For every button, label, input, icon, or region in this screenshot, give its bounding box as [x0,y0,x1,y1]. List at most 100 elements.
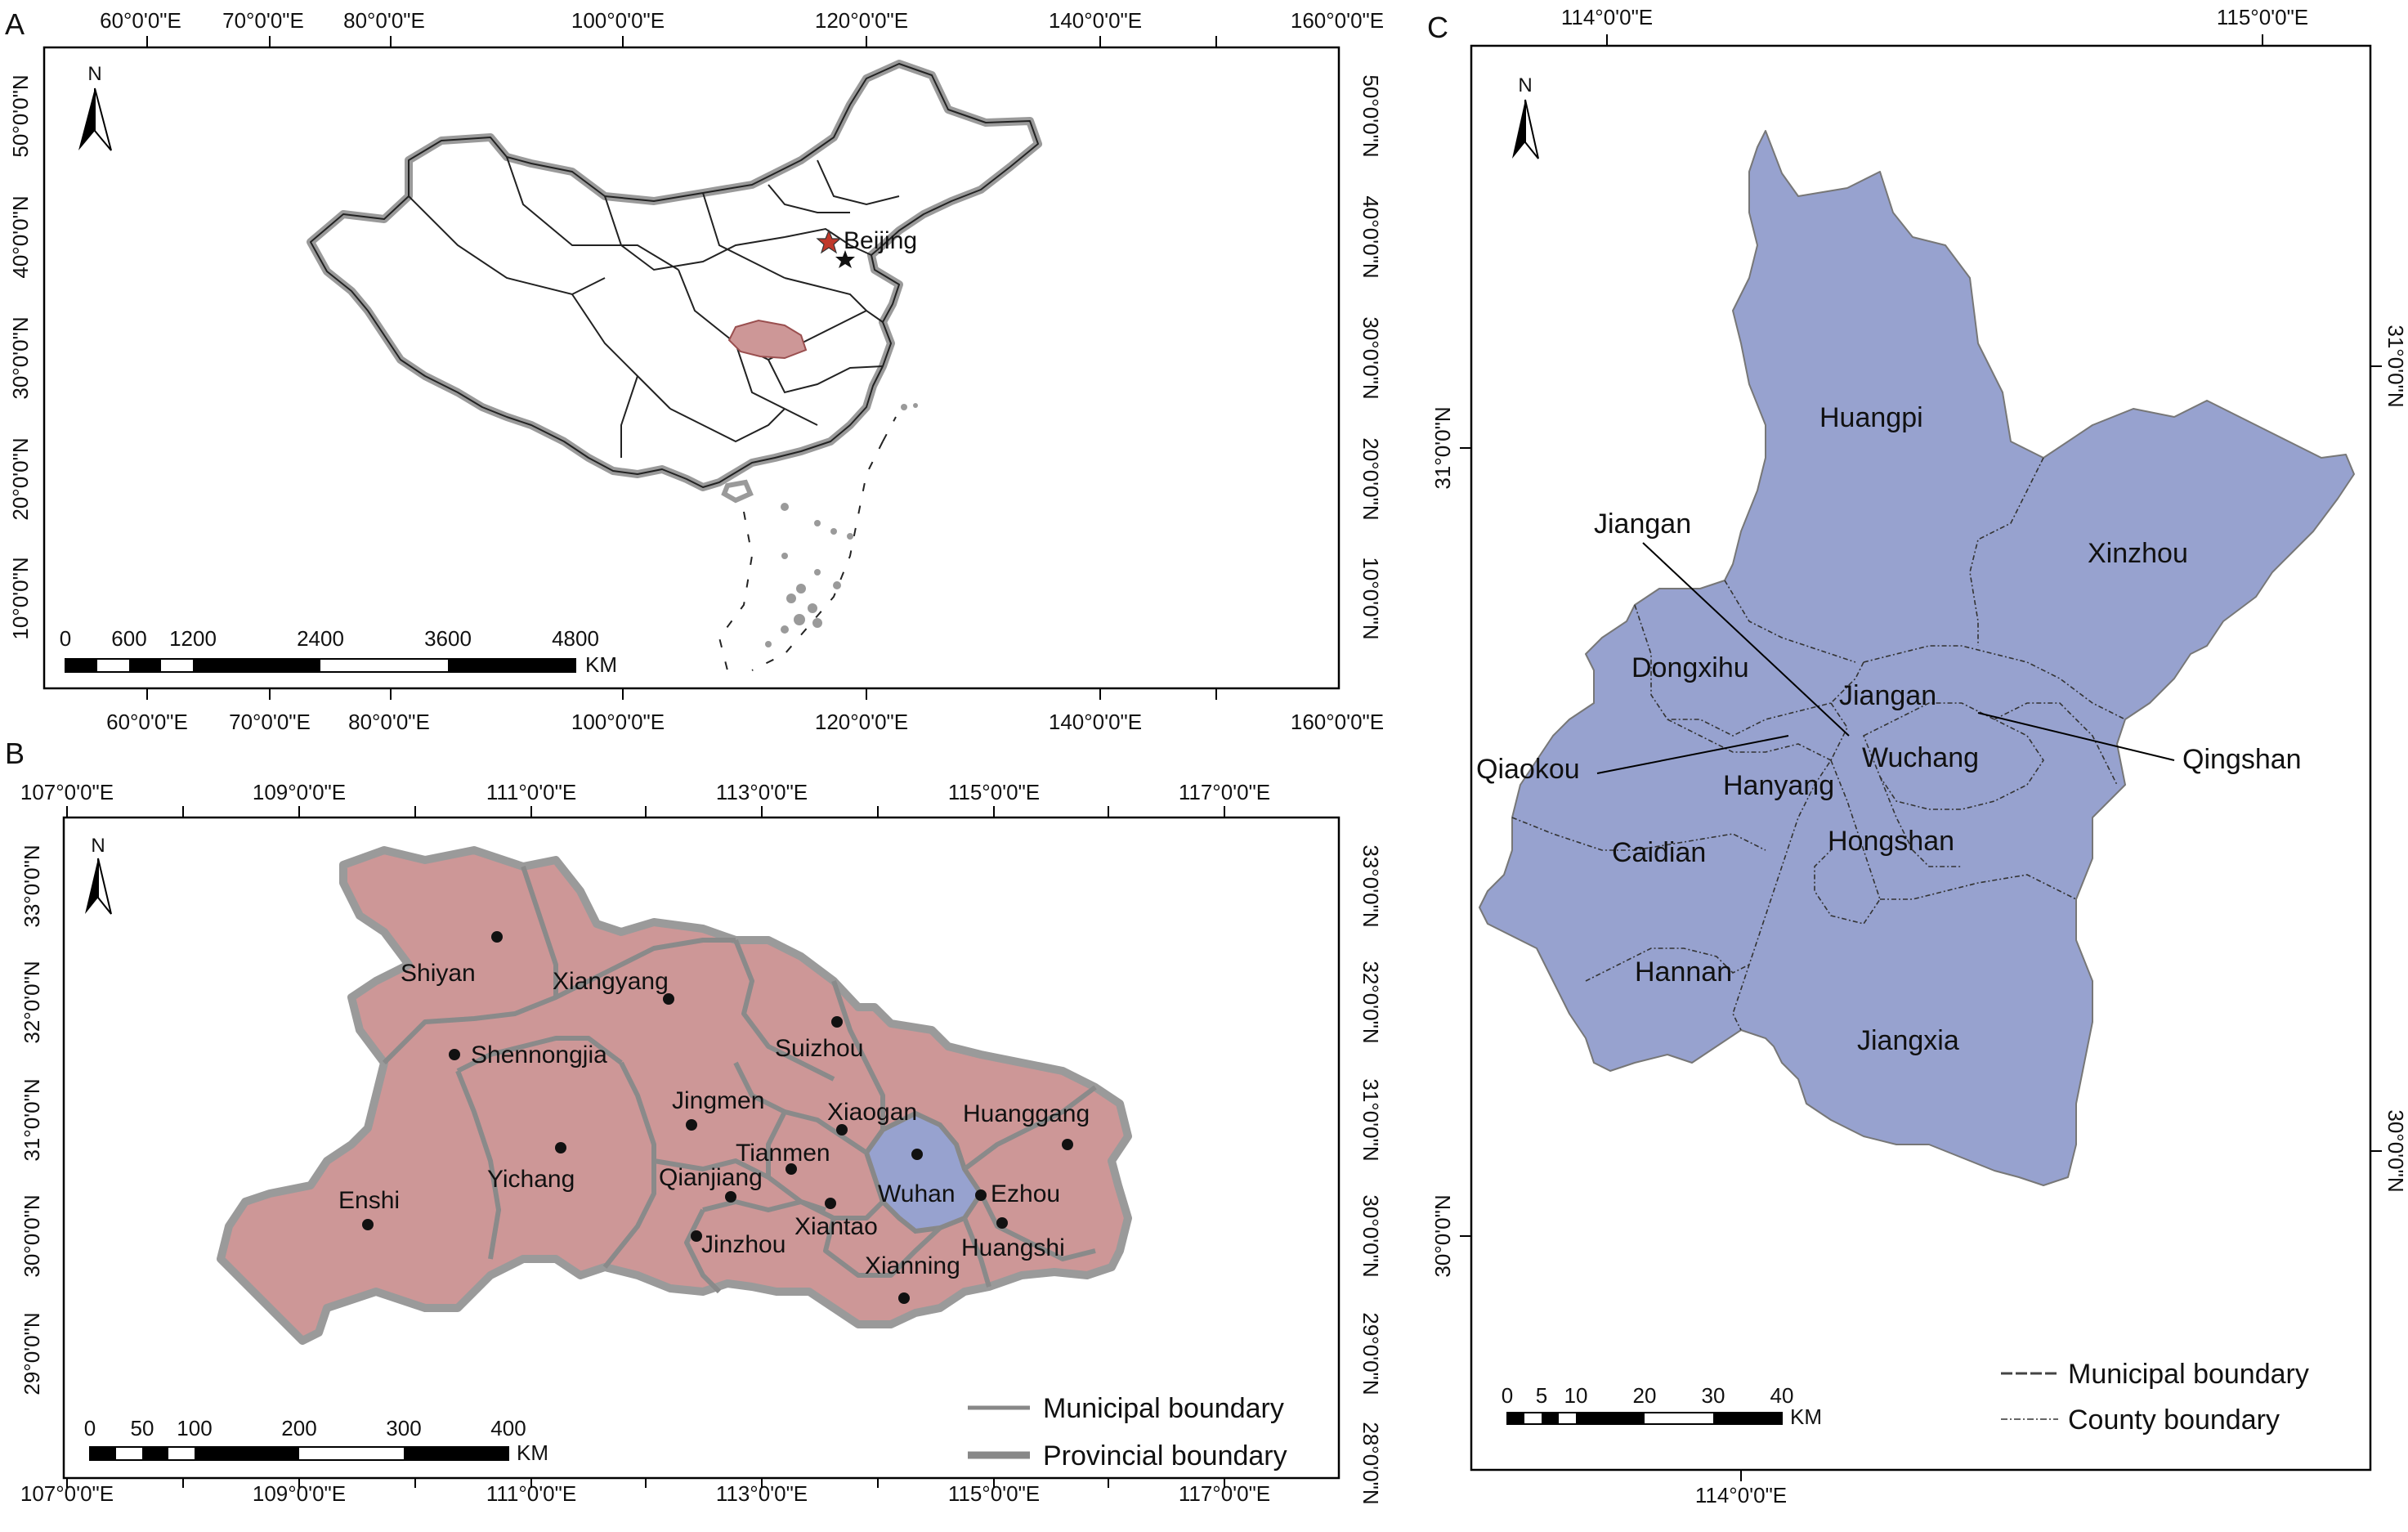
legend-label: County boundary [2068,1404,2280,1436]
lon-tick-label: 115°0'0"E [948,780,1040,804]
panel-a-lat-ticks-left: 50°0'0"N 40°0'0"N 30°0'0"N 20°0'0"N 10°0… [8,74,33,639]
panel-b-frame [62,816,1341,1480]
lon-tick-label: 80°0'0"E [348,710,430,734]
lon-tick-label: 160°0'0"E [1291,8,1384,33]
district-label: Jiangxia [1857,1025,1959,1056]
wuhan-highlight [863,1110,984,1234]
lon-tick-label: 70°0'0"E [222,8,304,33]
panel-c-lon-ticks-top: 114°0'0"E 115°0'0"E [1561,5,2308,29]
lat-tick-label: 31°0'0"N [1358,1078,1383,1161]
district-labels: Huangpi Xinzhou Dongxihu Jiangan Wuchang… [1612,402,2188,1056]
district-label: Caidian [1612,837,1706,868]
north-arrow-icon: N [1512,74,1539,159]
lon-tick-label: 60°0'0"E [106,710,188,734]
lat-tick-label: 32°0'0"N [1358,961,1383,1043]
lat-tick-label: 50°0'0"N [8,74,33,157]
lon-tick-label: 100°0'0"E [571,8,665,33]
scale-label: 40 [1770,1383,1794,1408]
callout-label: Jiangan [1594,508,1691,540]
scale-label: 0 [60,626,71,651]
city-label: Shennongjia [471,1041,607,1068]
hubei-highlight [727,319,808,360]
city-label: Wuhan [878,1180,956,1207]
city-label: Xiaogan [827,1099,917,1126]
panel-c-legend: Municipal boundary County boundary [2001,1359,2309,1436]
scale-unit: KM [585,652,617,677]
panel-b-lat-ticks-right: 33°0'0"N 32°0'0"N 31°0'0"N 30°0'0"N 29°0… [1358,844,1383,1504]
scale-label: 4800 [552,626,599,651]
star-icon [835,250,855,268]
panel-a-lat-ticks-right: 50°0'0"N 40°0'0"N 30°0'0"N 20°0'0"N 10°0… [1358,74,1383,639]
lat-tick-label: 31°0'0"N [2383,325,2408,407]
lat-tick-label: 28°0'0"N [1358,1422,1383,1504]
legend-label: Municipal boundary [2068,1359,2309,1390]
lon-tick-label: 107°0'0"E [20,780,114,804]
china-map: Beijing [307,60,1042,671]
lat-tick-label: 30°0'0"N [20,1194,44,1277]
city-label: Xiantao [794,1213,878,1240]
callout-label: Qiaokou [1476,754,1580,785]
panel-b-scale-bar: 0 50 100 200 300 400 KM [84,1416,548,1465]
lat-tick-label: 20°0'0"N [1358,437,1383,520]
lon-tick-label: 60°0'0"E [100,8,181,33]
panel-b-legend: Municipal boundary Provincial boundary [968,1393,1287,1472]
lat-tick-label: 20°0'0"N [8,437,33,520]
panel-a-frame [43,46,1341,690]
district-label: Xinzhou [2088,538,2188,569]
district-label: Jiangan [1839,680,1936,711]
lon-tick-label: 120°0'0"E [815,8,908,33]
scale-label: 600 [111,626,146,651]
city-label: Huangshi [961,1234,1065,1261]
panel-c-frame [1470,44,2372,1472]
lon-tick-label: 70°0'0"E [229,710,311,734]
scale-label: 100 [177,1416,212,1440]
scale-label: 3600 [424,626,472,651]
beijing-marker: Beijing [816,227,917,268]
lat-tick-label: 31°0'0"N [20,1078,44,1161]
beijing-label: Beijing [844,227,917,254]
lon-tick-label: 115°0'0"E [2217,5,2308,29]
scale-label: 300 [386,1416,421,1440]
panel-a-lon-ticks-top: 60°0'0"E 70°0'0"E 80°0'0"E 100°0'0"E 120… [100,8,1384,33]
city-label: Ezhou [991,1180,1060,1207]
lon-tick-label: 114°0'0"E [1695,1483,1787,1507]
panel-a-top-tickmarks [146,36,1217,47]
scale-label: 50 [131,1416,154,1440]
city-label: Xianning [865,1252,960,1279]
legend-label: Provincial boundary [1043,1440,1287,1472]
lat-tick-label: 50°0'0"N [1358,74,1383,157]
lat-tick-label: 29°0'0"N [20,1312,44,1395]
district-label: Wuchang [1862,742,1979,773]
city-label: Qianjiang [659,1164,763,1191]
scale-label: 5 [1536,1383,1547,1408]
lat-tick-label: 40°0'0"N [8,195,33,278]
panel-b: B 107°0'0"E 109°0'0"E 111°0'0"E 113°0'0"… [5,737,1383,1506]
scale-label: 200 [281,1416,316,1440]
panel-c-scale-bar: 0 5 10 20 30 40 KM [1502,1383,1822,1429]
panel-a-label: A [5,7,25,41]
panel-b-lon-ticks-bottom: 107°0'0"E 109°0'0"E 111°0'0"E 113°0'0"E … [20,1481,1270,1506]
north-label: N [91,835,105,857]
scale-label: 0 [84,1416,96,1440]
city-label: Yichang [487,1166,575,1193]
scale-label: 10 [1564,1383,1588,1408]
callout-labels: Jiangan Qiaokou Qingshan [1476,508,2302,785]
lon-tick-label: 109°0'0"E [253,780,346,804]
panel-a: A 60°0'0"E 70°0'0"E 80°0'0"E 100°0'0"E 1… [5,7,1384,734]
panel-a-scale-bar: 0 600 1200 2400 3600 4800 KM [60,626,617,677]
scale-label: 1200 [169,626,217,651]
city-labels: Shiyan Xiangyang Shennongjia Suizhou Jin… [338,960,1090,1279]
star-icon [816,229,842,254]
lon-tick-label: 120°0'0"E [815,710,908,734]
hubei-map: Shiyan Xiangyang Shennongjia Suizhou Jin… [217,846,1132,1345]
lat-tick-label: 30°0'0"N [8,316,33,399]
city-label: Jinzhou [701,1231,786,1258]
lat-tick-label: 30°0'0"N [1430,1194,1455,1277]
lat-tick-label: 33°0'0"N [1358,844,1383,927]
panel-b-lat-ticks-left: 33°0'0"N 32°0'0"N 31°0'0"N 30°0'0"N 29°0… [20,844,44,1395]
callout-lines [1596,542,2175,774]
lat-tick-label: 40°0'0"N [1358,195,1383,278]
panel-b-label: B [5,737,25,770]
district-label: Hannan [1635,956,1732,988]
district-label: Hanyang [1723,770,1834,801]
